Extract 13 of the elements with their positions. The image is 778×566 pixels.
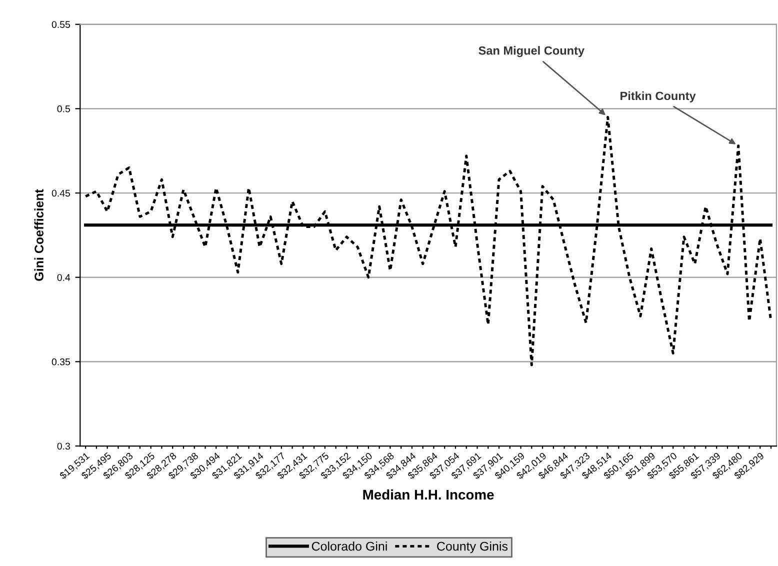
y-tick-label: 0.3 xyxy=(57,442,70,450)
y-tick-label: 0.35 xyxy=(52,358,70,366)
legend-label: Colorado Gini xyxy=(312,542,387,551)
y-tick-label: 0.5 xyxy=(57,105,70,112)
line-series xyxy=(84,116,772,366)
annotation: Pitkin County xyxy=(620,91,696,102)
y-axis-title: Gini Coefficient xyxy=(34,189,44,281)
x-axis-title: Median H.H. Income xyxy=(363,489,494,500)
legend-label: County Ginis xyxy=(437,542,508,554)
annotation: San Miguel County xyxy=(478,46,584,58)
y-tick-label: 0.4 xyxy=(57,274,70,281)
y-tick-label: 0.55 xyxy=(52,21,70,28)
y-tick-label: 0.45 xyxy=(52,190,70,197)
